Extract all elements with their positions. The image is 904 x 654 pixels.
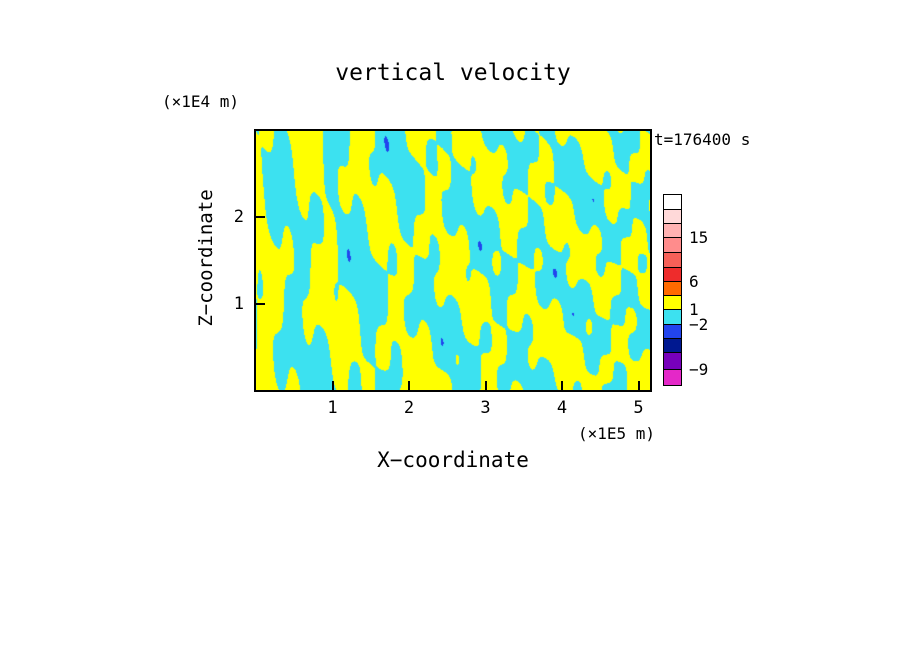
y-axis-title: Z−coordinate bbox=[195, 189, 217, 327]
colorbar-segment bbox=[664, 210, 681, 224]
colorbar-label: 6 bbox=[689, 272, 699, 291]
colorbar-label: 1 bbox=[689, 300, 699, 319]
y-axis-tick bbox=[256, 302, 265, 305]
x-tick-label: 5 bbox=[633, 398, 644, 418]
x-tick-label: 2 bbox=[403, 398, 415, 418]
colorbar-label: 15 bbox=[689, 228, 709, 247]
colorbar-segment bbox=[664, 238, 681, 253]
x-axis-unit-label: (×1E5 m) bbox=[577, 424, 655, 443]
colorbar-segment bbox=[664, 370, 681, 385]
y-axis-unit-label: (×1E4 m) bbox=[162, 92, 240, 111]
x-tick-label: 3 bbox=[480, 398, 491, 418]
colorbar-segment bbox=[664, 195, 681, 210]
plot-frame bbox=[254, 129, 652, 392]
colorbar-segment bbox=[664, 268, 681, 282]
x-axis-tick bbox=[408, 381, 410, 390]
colorbar-segment bbox=[664, 339, 681, 353]
y-tick-label: 1 bbox=[233, 293, 244, 314]
colorbar-segment bbox=[664, 224, 681, 238]
colorbar-label: −9 bbox=[689, 360, 709, 379]
colorbar-segment bbox=[664, 353, 681, 370]
colorbar-segment bbox=[664, 296, 681, 310]
colorbar-segment bbox=[664, 310, 681, 325]
colorbar-label: −2 bbox=[689, 315, 709, 334]
x-axis-title: X−coordinate bbox=[377, 448, 529, 472]
x-tick-label: 1 bbox=[327, 398, 338, 418]
colorbar-segment bbox=[664, 253, 681, 268]
x-axis-tick bbox=[561, 381, 564, 390]
x-axis-tick bbox=[331, 381, 334, 390]
y-tick-label: 2 bbox=[233, 207, 244, 228]
x-axis-tick bbox=[637, 381, 640, 390]
velocity-field-heatmap bbox=[256, 131, 650, 390]
chart-title: vertical velocity bbox=[335, 60, 571, 86]
colorbar-segment bbox=[664, 325, 681, 339]
y-axis-tick bbox=[256, 216, 265, 219]
colorbar bbox=[663, 194, 682, 386]
colorbar-segment bbox=[664, 282, 681, 296]
time-label: t=176400 s bbox=[654, 130, 751, 149]
x-axis-tick bbox=[484, 381, 487, 390]
axis-ticks bbox=[256, 131, 650, 390]
x-tick-label: 4 bbox=[556, 398, 568, 418]
